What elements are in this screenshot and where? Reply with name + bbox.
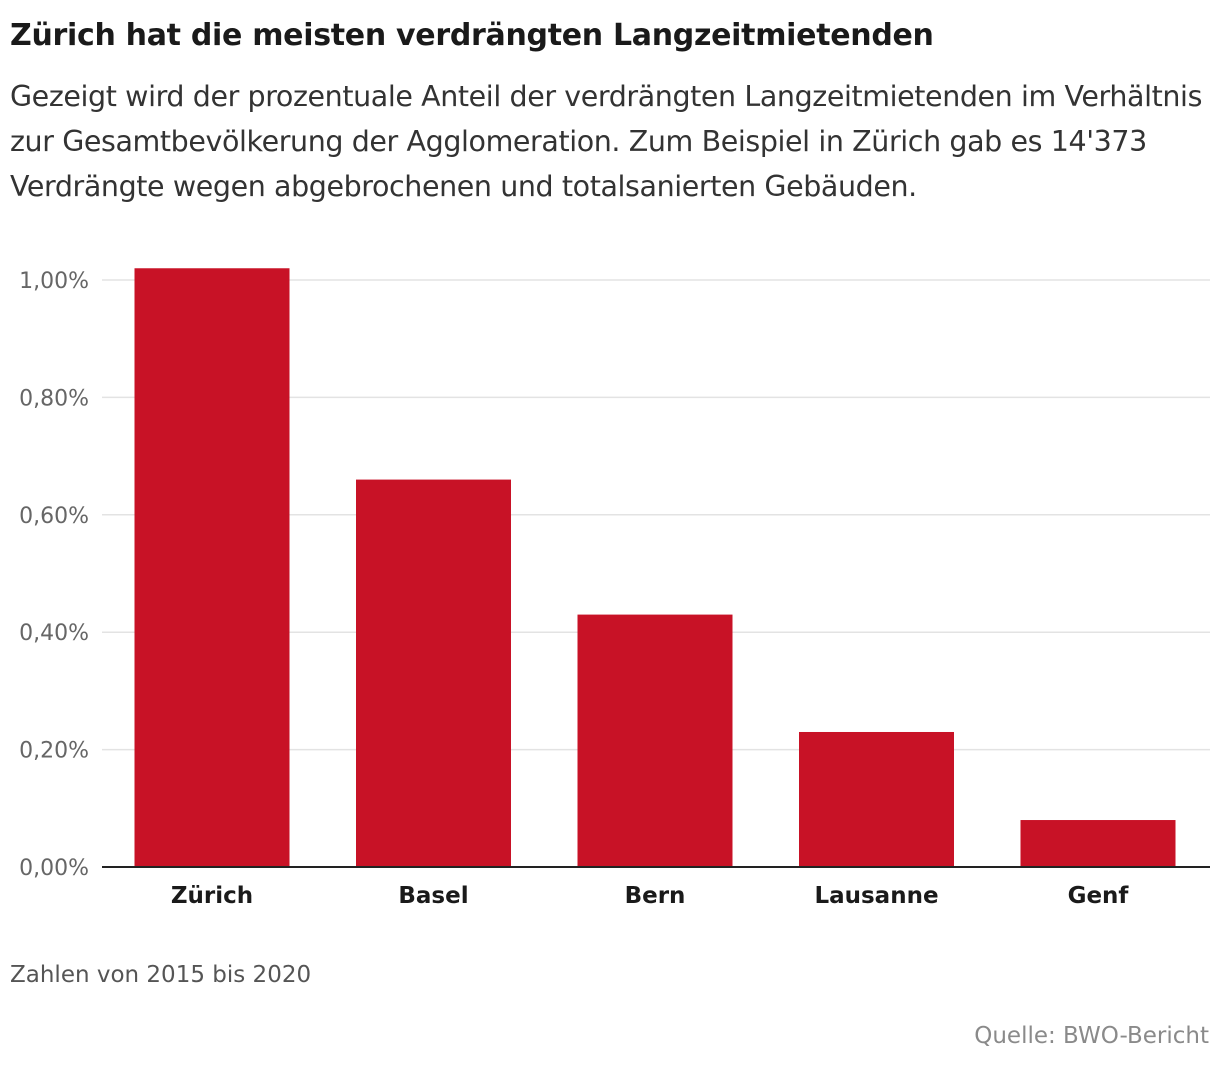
y-tick-label: 0,80% bbox=[19, 386, 89, 411]
y-tick-label: 1,00% bbox=[19, 269, 89, 294]
time-range-note: Zahlen von 2015 bis 2020 bbox=[10, 962, 312, 988]
chart-subtitle: Gezeigt wird der prozentuale Anteil der … bbox=[10, 80, 1203, 203]
y-tick-label: 0,20% bbox=[19, 739, 89, 764]
bar-chart: 0,00% 0,20% 0,40% 0,60% 0,80% 1,00% Zürich Base… bbox=[19, 268, 1210, 909]
chart-title: Zürich hat die meisten verdrängten Langz… bbox=[10, 18, 934, 53]
bar bbox=[799, 731, 954, 867]
x-category-label: Genf bbox=[1068, 883, 1130, 909]
bar bbox=[134, 268, 290, 867]
bar bbox=[577, 614, 733, 867]
bar bbox=[356, 479, 511, 867]
source-note: Quelle: BWO-Bericht bbox=[974, 1023, 1209, 1049]
x-category-label: Zürich bbox=[171, 883, 253, 909]
y-tick-label: 0,60% bbox=[19, 504, 89, 529]
x-category-label: Bern bbox=[625, 883, 686, 909]
x-category-label: Lausanne bbox=[814, 883, 938, 909]
bar bbox=[1020, 820, 1176, 867]
y-tick-label: 0,40% bbox=[19, 621, 89, 646]
y-tick-label: 0,00% bbox=[19, 856, 89, 881]
x-category-label: Basel bbox=[398, 883, 468, 909]
